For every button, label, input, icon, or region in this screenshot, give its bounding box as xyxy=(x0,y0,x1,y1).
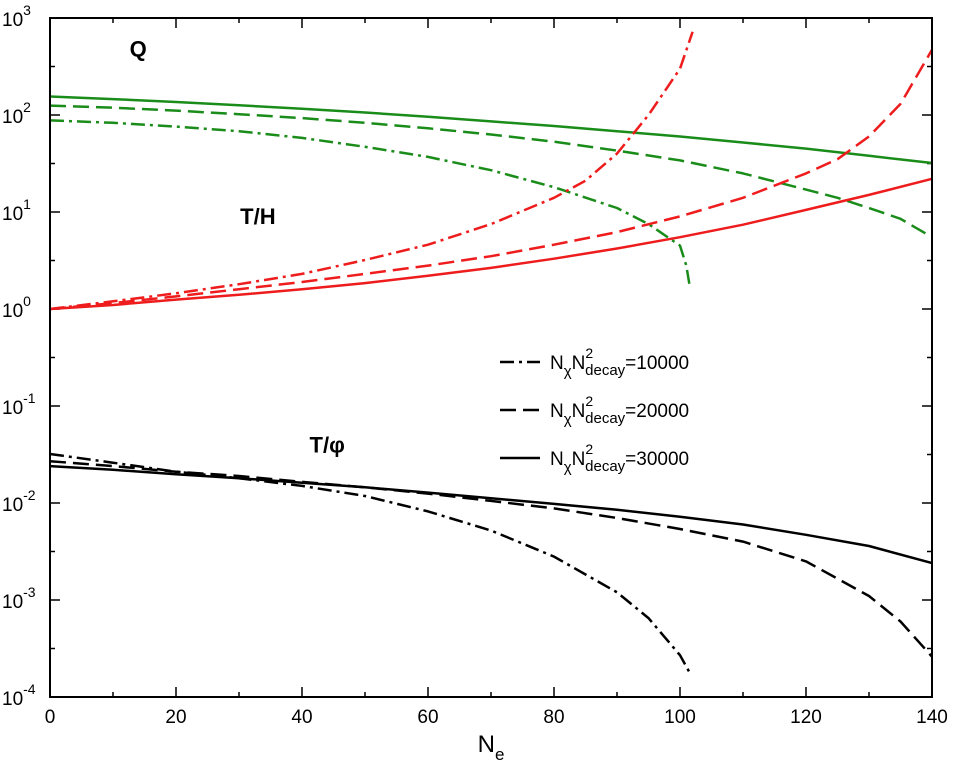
curve-group-label: T/φ xyxy=(310,433,345,458)
series-th-dashdot-line xyxy=(49,31,694,311)
y-tick-base: 10 xyxy=(2,10,23,31)
y-tick-label: 103 xyxy=(2,2,31,31)
y-tick-exponent: -3 xyxy=(23,584,36,600)
legend-label-mid: N xyxy=(572,449,586,470)
legend-label-sup: 2 xyxy=(585,441,593,457)
x-tick-label: 120 xyxy=(790,707,822,728)
legend-label-mid: N xyxy=(572,353,586,374)
curve-group-label: Q xyxy=(130,37,147,62)
x-axis-label: Ne xyxy=(478,731,505,764)
x-tick-label: 40 xyxy=(291,707,312,728)
legend-label-sub2: decay xyxy=(585,362,626,379)
y-tick-base: 10 xyxy=(2,204,23,225)
legend-label-prefix: N xyxy=(550,353,564,374)
series-th-dashed-line xyxy=(49,49,934,311)
legend-label-sub1: χ xyxy=(564,459,572,476)
series-tphi-dashed-line xyxy=(49,459,933,658)
series-th-solid-line xyxy=(49,177,933,311)
y-tick-exponent: -4 xyxy=(23,681,36,697)
y-tick-exponent: 2 xyxy=(23,99,31,115)
series-q-solid-line xyxy=(49,95,933,165)
x-tick-label: 80 xyxy=(543,707,564,728)
series-q-dashdot-line xyxy=(49,119,691,285)
legend-label-sup: 2 xyxy=(585,393,593,409)
legend-label-suffix: =20000 xyxy=(625,401,689,422)
annotation-layer: Q T/H T/φ xyxy=(130,37,345,458)
legend-label-prefix: N xyxy=(550,401,564,422)
y-tick-exponent: 1 xyxy=(23,196,31,212)
legend-label-sub1: χ xyxy=(564,363,572,380)
y-tick-label: 101 xyxy=(2,196,31,225)
legend-label-suffix: =10000 xyxy=(625,353,689,374)
y-tick-base: 10 xyxy=(2,495,23,516)
legend-label: NχN2 decay=20000 xyxy=(550,393,689,428)
y-tick-base: 10 xyxy=(2,592,23,613)
curve-group-label: T/H xyxy=(240,204,275,229)
y-tick-label: 10-2 xyxy=(2,487,36,516)
series-layer xyxy=(49,31,934,673)
x-tick-label: 60 xyxy=(417,707,438,728)
y-tick-label: 10-4 xyxy=(2,681,36,710)
y-tick-label: 10-3 xyxy=(2,584,36,613)
y-tick-base: 10 xyxy=(2,301,23,322)
y-tick-exponent: -2 xyxy=(23,487,36,503)
legend-label: NχN2 decay=30000 xyxy=(550,441,689,476)
y-tick-exponent: 0 xyxy=(23,293,31,309)
plot-frame xyxy=(49,17,933,698)
legend-label-suffix: =30000 xyxy=(625,449,689,470)
legend-label: NχN2 decay=10000 xyxy=(550,345,689,380)
legend-label-sub2: decay xyxy=(585,410,626,427)
series-tphi-solid-line xyxy=(49,464,933,565)
y-tick-label: 100 xyxy=(2,293,31,322)
legend-label-sup: 2 xyxy=(585,345,593,361)
y-tick-base: 10 xyxy=(2,107,23,128)
x-tick-label: 140 xyxy=(916,707,948,728)
x-tick-label: 100 xyxy=(664,707,696,728)
y-tick-label: 102 xyxy=(2,99,31,128)
x-axis-label-main: N xyxy=(478,731,495,758)
x-axis-label-sub: e xyxy=(495,745,504,764)
legend-label-sub1: χ xyxy=(564,411,572,428)
legend-label-mid: N xyxy=(572,401,586,422)
series-q-dashed-line xyxy=(49,104,933,239)
x-tick-label: 0 xyxy=(45,707,56,728)
y-tick-exponent: -1 xyxy=(23,390,36,406)
y-tick-label: 10-1 xyxy=(2,390,36,419)
y-tick-exponent: 3 xyxy=(23,2,31,18)
y-tick-base: 10 xyxy=(2,689,23,710)
x-tick-label: 20 xyxy=(165,707,186,728)
legend-label-prefix: N xyxy=(550,449,564,470)
y-tick-base: 10 xyxy=(2,398,23,419)
legend-label-sub2: decay xyxy=(585,458,626,475)
